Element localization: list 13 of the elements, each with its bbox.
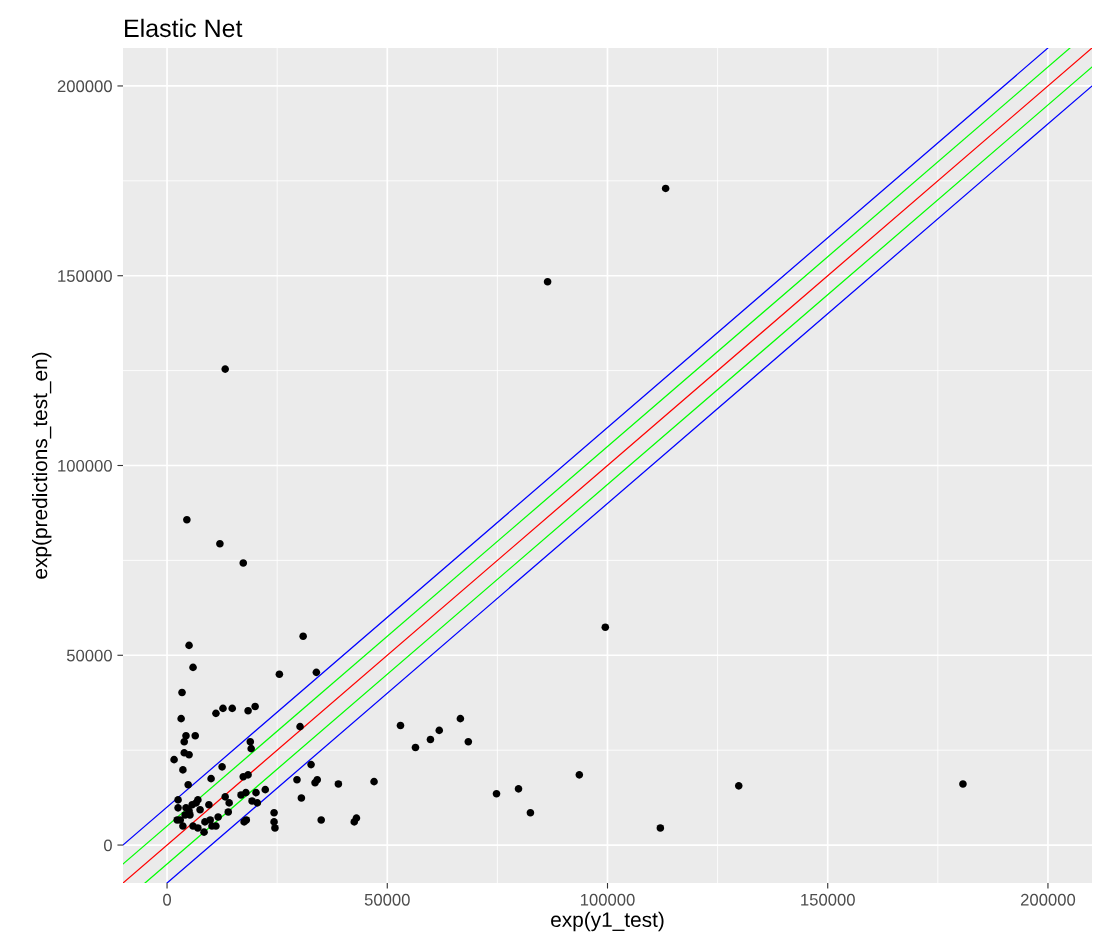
- y-tick-label: 150000: [58, 270, 112, 282]
- y-tick-label: 100000: [58, 459, 112, 472]
- y-tick-label: 0: [103, 839, 112, 852]
- x-tick-label: 50000: [364, 893, 410, 906]
- x-tick-label: 0: [163, 893, 172, 906]
- chart-title: Elastic Net: [125, 18, 243, 38]
- y-tick-label: 200000: [57, 80, 112, 93]
- x-tick-label: 100000: [580, 893, 635, 906]
- x-tick-label: 200000: [1020, 893, 1076, 906]
- x-axis-title: exp(y1_test): [551, 911, 664, 932]
- x-tick-label: 150000: [801, 893, 855, 906]
- y-tick-label: 50000: [66, 649, 112, 662]
- y-axis-title: exp(predictions_test_en): [32, 352, 52, 579]
